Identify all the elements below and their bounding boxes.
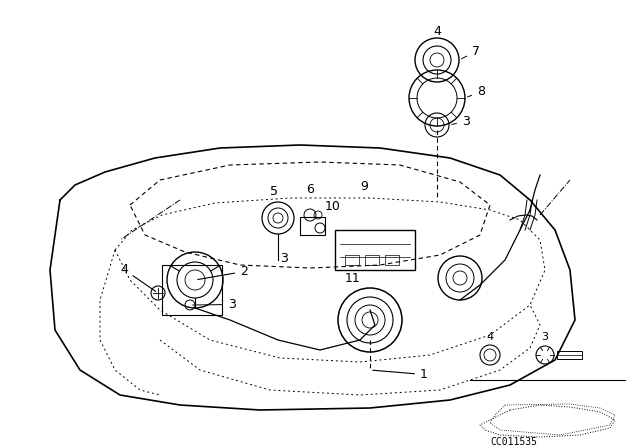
Text: 3: 3 — [541, 332, 548, 342]
Bar — [162, 265, 222, 315]
Text: 1: 1 — [372, 368, 428, 381]
Text: 4: 4 — [120, 263, 156, 291]
Bar — [385, 255, 399, 265]
Text: 5: 5 — [270, 185, 278, 198]
Text: 10: 10 — [325, 200, 341, 213]
Bar — [345, 255, 359, 265]
Bar — [365, 255, 379, 265]
Bar — [335, 230, 415, 270]
Text: 8: 8 — [468, 85, 485, 98]
Text: CC011535: CC011535 — [490, 437, 537, 447]
Bar — [300, 217, 325, 235]
Text: 4: 4 — [486, 332, 493, 342]
Text: 3: 3 — [280, 252, 288, 265]
Text: 3: 3 — [452, 115, 470, 128]
Text: 4: 4 — [433, 25, 441, 38]
Bar — [557, 351, 582, 359]
Text: 6: 6 — [306, 183, 314, 196]
Text: 2: 2 — [198, 265, 248, 280]
Text: 7: 7 — [461, 45, 480, 59]
Text: 9: 9 — [360, 180, 368, 193]
Text: 3: 3 — [193, 298, 236, 311]
Text: 11: 11 — [345, 272, 361, 285]
